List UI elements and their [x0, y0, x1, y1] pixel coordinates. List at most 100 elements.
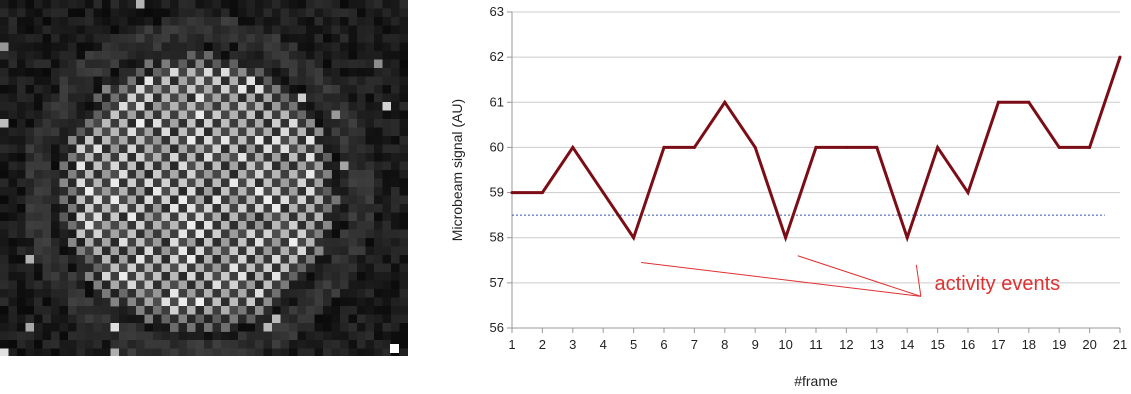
background-pixel — [399, 68, 408, 77]
background-pixel — [399, 85, 408, 94]
background-pixel — [255, 25, 264, 35]
background-pixel — [229, 348, 239, 356]
bright-spot — [153, 255, 162, 264]
background-pixel — [374, 136, 383, 145]
background-pixel — [331, 161, 341, 171]
dark-spot — [238, 110, 247, 120]
dark-spot — [170, 246, 179, 256]
background-pixel — [178, 25, 188, 35]
bright-spot — [272, 136, 281, 145]
background-pixel — [51, 263, 60, 273]
background-pixel — [357, 212, 366, 222]
dark-spot — [246, 204, 256, 213]
background-pixel — [34, 195, 43, 205]
background-pixel — [246, 51, 256, 60]
background-pixel — [357, 85, 366, 94]
dark-spot — [297, 102, 307, 111]
background-pixel — [399, 289, 408, 298]
background-pixel — [34, 59, 43, 69]
bright-spot — [144, 229, 154, 239]
dark-spot — [238, 195, 247, 205]
background-pixel — [391, 34, 400, 43]
background-pixel — [34, 34, 43, 43]
background-pixel — [25, 8, 35, 18]
dark-spot — [289, 195, 298, 205]
bright-spot — [289, 119, 298, 128]
dark-spot — [289, 280, 298, 290]
background-pixel — [297, 323, 307, 332]
bright-spot — [229, 195, 239, 205]
background-pixel — [144, 8, 154, 18]
dark-spot — [178, 272, 188, 281]
background-pixel — [297, 280, 307, 290]
background-pixel — [34, 289, 43, 298]
dark-spot — [127, 204, 137, 213]
bright-spot — [255, 85, 264, 94]
dark-spot — [170, 229, 179, 239]
background-pixel — [17, 8, 26, 18]
bright-spot — [119, 204, 128, 213]
dark-spot — [119, 127, 128, 137]
bright-spot — [170, 221, 179, 230]
bright-spot — [238, 204, 247, 213]
background-pixel — [34, 68, 43, 77]
background-pixel — [68, 263, 77, 273]
background-pixel — [238, 0, 247, 9]
dark-spot — [323, 195, 332, 205]
background-pixel — [51, 127, 60, 137]
dark-spot — [144, 187, 154, 196]
background-pixel — [348, 76, 358, 86]
background-pixel — [127, 59, 137, 69]
background-pixel — [42, 8, 52, 18]
dark-spot — [119, 229, 128, 239]
y-tick-label: 58 — [490, 230, 504, 245]
dark-spot — [178, 204, 188, 213]
background-pixel — [93, 289, 103, 298]
microbeam-array-image — [0, 0, 408, 356]
dark-spot — [306, 110, 315, 120]
bright-spot — [144, 212, 154, 222]
background-pixel — [51, 119, 60, 128]
background-pixel — [365, 25, 375, 35]
bright-spot — [110, 161, 120, 171]
background-pixel — [280, 348, 290, 356]
background-pixel — [289, 25, 298, 35]
bright-spot — [102, 238, 111, 247]
dark-spot — [153, 263, 162, 273]
background-pixel — [42, 17, 52, 26]
background-pixel — [314, 314, 324, 324]
bright-spot — [127, 110, 137, 120]
bright-spot — [255, 119, 264, 128]
background-pixel — [93, 314, 103, 324]
background-pixel — [119, 306, 128, 315]
background-pixel — [229, 331, 239, 341]
bright-spot — [76, 195, 86, 205]
background-pixel — [195, 42, 205, 52]
dark-spot — [246, 102, 256, 111]
dark-spot — [263, 238, 273, 247]
background-pixel — [0, 8, 9, 18]
bright-spot — [127, 161, 137, 171]
background-pixel — [136, 17, 145, 26]
x-tick-label: 10 — [778, 337, 792, 352]
dark-spot — [306, 229, 315, 239]
dark-spot — [144, 272, 154, 281]
background-pixel — [255, 331, 264, 341]
bright-spot — [59, 178, 69, 188]
bright-spot — [289, 187, 298, 196]
background-pixel — [357, 229, 366, 239]
background-pixel — [365, 255, 375, 264]
dark-spot — [76, 170, 86, 179]
dark-spot — [161, 102, 171, 111]
background-pixel — [297, 348, 307, 356]
bright-spot — [119, 255, 128, 264]
background-pixel — [34, 246, 43, 256]
bright-spot — [272, 102, 281, 111]
background-pixel — [161, 25, 171, 35]
background-pixel — [34, 221, 43, 230]
bright-spot — [280, 280, 290, 290]
dark-spot — [161, 221, 171, 230]
bright-spot — [93, 212, 103, 222]
dark-spot — [204, 161, 213, 171]
background-pixel — [255, 0, 264, 9]
